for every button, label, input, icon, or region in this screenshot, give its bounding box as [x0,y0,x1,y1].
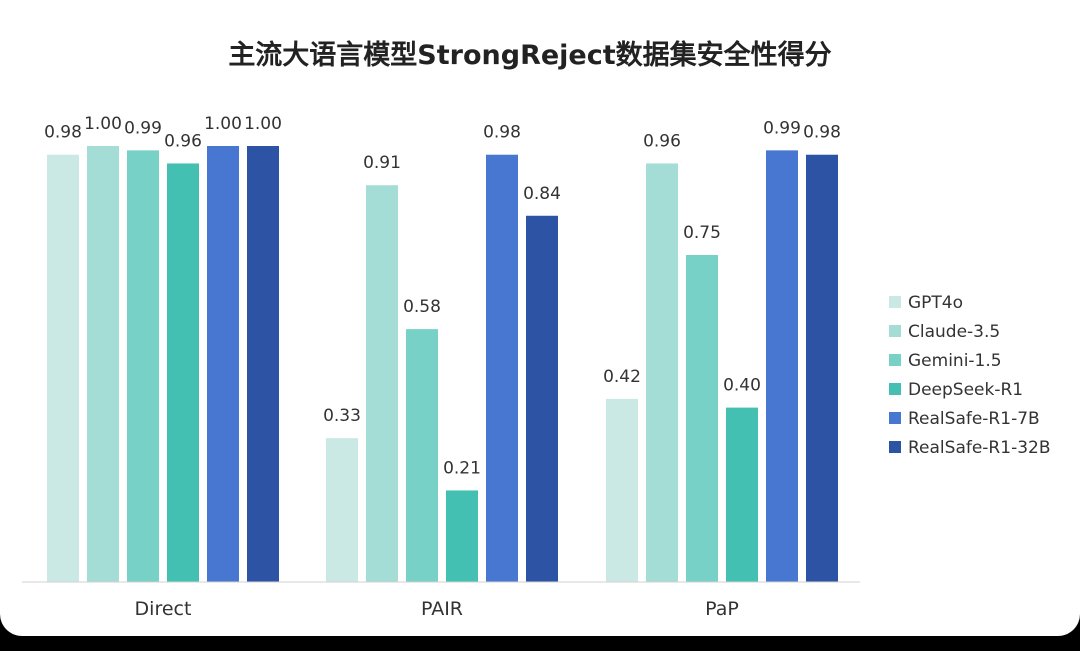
chart-title: 主流大语言模型StrongReject数据集安全性得分 [228,39,831,71]
value-label: 0.96 [643,131,681,151]
category-label-direct: Direct [135,598,192,620]
value-label: 0.21 [443,458,481,478]
bar-pair-realsafe-r1-7b [486,154,518,582]
bar-pair-claude-3.5 [366,185,398,583]
legend-label: GPT4o [908,293,963,313]
bars-group [47,146,838,583]
category-label-pap: PaP [705,598,739,620]
value-label: 0.33 [323,406,361,426]
bar-direct-realsafe-r1-7b [207,146,239,582]
bar-pap-deepseek-r1 [726,407,758,582]
legend-label: Claude-3.5 [908,322,1000,342]
bar-pap-realsafe-r1-32b [806,154,838,582]
legend-swatch [889,383,901,395]
legend-swatch [889,354,901,366]
value-label: 0.99 [763,118,801,138]
value-label: 1.00 [244,114,282,134]
bar-pap-gpt4o [606,398,638,582]
legend-label: Gemini-1.5 [908,351,1002,371]
legend-label: RealSafe-R1-7B [908,409,1040,429]
bar-direct-claude-3.5 [87,146,119,582]
bar-pap-gemini-1.5 [686,255,718,582]
category-label-pair: PAIR [421,598,463,620]
value-label: 0.99 [124,118,162,138]
value-label: 0.40 [723,376,761,396]
legend-swatch [889,441,901,453]
bar-direct-gemini-1.5 [127,150,159,583]
legend-label: RealSafe-R1-32B [908,438,1051,458]
legend: GPT4o Claude-3.5 Gemini-1.5 DeepSeek-R1 Real… [889,293,1051,458]
value-labels-group: 0.98 1.00 0.990.961.00 1.000.330.910.580.21… [44,114,841,478]
bar-pair-gpt4o [326,438,358,582]
bar-pair-deepseek-r1 [446,490,478,582]
bar-pap-realsafe-r1-7b [766,150,798,583]
legend-label: DeepSeek-R1 [908,380,1023,400]
value-label: 0.75 [683,223,721,243]
bar-pap-claude-3.5 [646,163,678,582]
legend-swatch [889,412,901,424]
value-label: 0.98 [483,123,521,143]
chart: 主流大语言模型StrongReject数据集安全性得分 0.98 1.00 0.99… [22,39,1051,620]
value-label: 0.96 [164,131,202,151]
value-label: 0.58 [403,297,441,317]
category-labels-group: Direct PAIR PaP [135,598,739,620]
value-label: 1.00 [204,114,242,134]
bar-direct-realsafe-r1-32b [247,146,279,582]
bar-direct-deepseek-r1 [167,163,199,582]
value-label: 0.42 [603,367,641,387]
value-label: 0.98 [44,123,82,143]
bar-pair-gemini-1.5 [406,329,438,582]
bar-direct-gpt4o [47,154,79,582]
legend-swatch [889,296,901,308]
chart-card: 主流大语言模型StrongReject数据集安全性得分 0.98 1.00 0.99… [0,0,1080,636]
value-label: 0.91 [363,153,401,173]
bar-pair-realsafe-r1-32b [526,215,558,582]
value-label: 0.98 [803,123,841,143]
value-label: 0.84 [523,184,561,204]
value-label: 1.00 [84,114,122,134]
legend-swatch [889,325,901,337]
